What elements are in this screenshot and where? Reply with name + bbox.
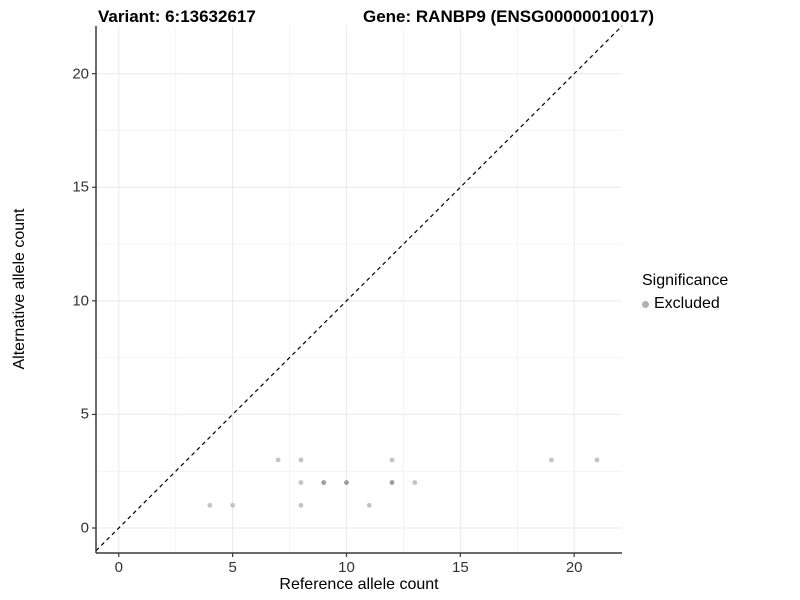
x-tick-label: 0 xyxy=(114,559,123,576)
data-point xyxy=(549,457,554,463)
identity-line xyxy=(95,25,623,552)
data-point xyxy=(594,457,600,463)
x-tick-label: 20 xyxy=(565,559,583,576)
y-tick-label: 15 xyxy=(72,178,89,196)
y-tick-label: 20 xyxy=(72,65,89,83)
data-point xyxy=(275,457,281,463)
data-point xyxy=(207,502,213,508)
plot-panel xyxy=(92,25,623,557)
gene-title: Gene: RANBP9 (ENSG00000010017) xyxy=(363,7,655,26)
data-point xyxy=(389,480,395,485)
plot-canvas xyxy=(92,25,623,557)
y-tick-label: 10 xyxy=(72,292,89,310)
y-axis-title: Alternative allele count xyxy=(11,208,28,370)
x-axis-title: Reference allele count xyxy=(279,576,439,593)
data-point xyxy=(389,457,395,463)
legend-item-label: Excluded xyxy=(654,295,720,312)
legend-point-icon xyxy=(642,300,649,308)
legend-item: Excluded xyxy=(642,295,728,313)
legend: Significance Excluded xyxy=(642,272,728,313)
data-point xyxy=(366,502,372,508)
variant-title: Variant: 6:13632617 xyxy=(98,7,256,26)
data-point xyxy=(298,480,304,485)
x-tick-label: 5 xyxy=(228,559,237,576)
legend-title: Significance xyxy=(642,272,729,289)
y-tick-label: 0 xyxy=(80,519,89,537)
data-point xyxy=(298,457,304,463)
x-tick-label: 10 xyxy=(338,559,355,576)
x-tick-label: 15 xyxy=(451,559,469,576)
y-tick-label: 5 xyxy=(80,405,89,423)
data-point xyxy=(230,502,236,508)
data-point xyxy=(412,480,418,485)
data-point xyxy=(321,480,327,485)
data-point xyxy=(298,502,304,508)
data-point xyxy=(344,480,349,485)
